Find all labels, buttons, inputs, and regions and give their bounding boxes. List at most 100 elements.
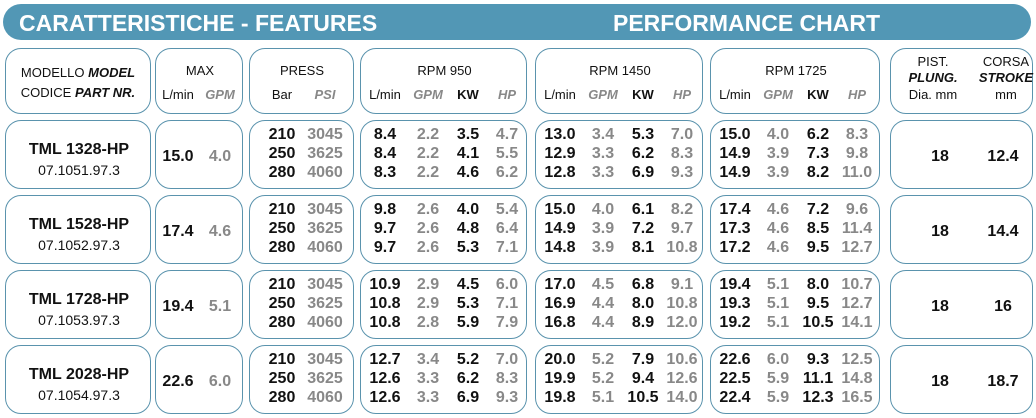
rpm950-value: 4.5	[456, 276, 480, 293]
h-gpm: GPM	[413, 87, 443, 102]
rpm1725-value: 22.6	[719, 351, 751, 368]
rpm950-cell: 8.4 2.2 3.5 4.7 8.4 2.2 4.1 5.5 8.3 2.2 4.6 6.2	[360, 120, 527, 189]
rpm950-value: 2.2	[416, 164, 440, 181]
rpm950-value: 9.7	[373, 220, 397, 237]
press-bar: 250	[268, 220, 296, 237]
rpm1725-value: 12.7	[841, 239, 873, 256]
rpm1725-value: 22.5	[719, 370, 751, 387]
rpm1450-value: 20.0	[544, 351, 576, 368]
rpm950-cell: 10.9 2.9 4.5 6.0 10.8 2.9 5.3 7.1 10.8 2.8 5.9 7.9	[360, 270, 527, 339]
press-cell: 210 3045 250 3625 280 4060	[249, 120, 354, 189]
rpm1725-value: 4.0	[766, 126, 790, 143]
h-pist: PIST.	[917, 54, 949, 69]
max-cell: 15.0 4.0	[155, 120, 243, 189]
h-hp: HP	[497, 87, 517, 102]
rpm1450-cell: 15.0 4.0 6.1 8.2 14.9 3.9 7.2 9.7 14.8 3.9 8.1 10.8	[535, 195, 703, 264]
model-name: TML 2028-HP	[28, 366, 130, 383]
rpm950-cell: 9.8 2.6 4.0 5.4 9.7 2.6 4.8 6.4 9.7 2.6 5.3 7.1	[360, 195, 527, 264]
rpm1450-value: 3.9	[591, 220, 615, 237]
rpm1450-value: 12.0	[666, 314, 698, 331]
plunger-stroke-cell: 18 18.7	[890, 345, 1033, 414]
h-corsa: CORSA	[982, 54, 1030, 69]
rpm950-value: 2.9	[416, 276, 440, 293]
rpm1450-value: 3.3	[591, 145, 615, 162]
h-kw: KW	[632, 87, 654, 102]
rpm1725-value: 8.3	[845, 126, 869, 143]
rpm1450-value: 14.9	[544, 220, 576, 237]
stroke-mm: 14.4	[987, 223, 1019, 240]
rpm1725-value: 12.3	[802, 389, 834, 406]
rpm950-value: 8.4	[373, 126, 397, 143]
rpm1450-value: 19.9	[544, 370, 576, 387]
rpm1450-value: 13.0	[544, 126, 576, 143]
rpm1725-value: 12.7	[841, 295, 873, 312]
rpm1450-value: 9.3	[670, 164, 694, 181]
rpm1450-value: 8.9	[631, 314, 655, 331]
h-partnr: PART NR.	[74, 85, 136, 100]
rpm1450-value: 9.4	[631, 370, 655, 387]
h-model: MODEL	[88, 65, 136, 80]
rpm1450-value: 9.1	[670, 276, 694, 293]
rpm1725-value: 17.2	[719, 239, 751, 256]
press-psi: 4060	[307, 239, 343, 256]
press-cell: 210 3045 250 3625 280 4060	[249, 195, 354, 264]
rpm950-value: 2.8	[416, 314, 440, 331]
rpm950-value: 4.7	[495, 126, 519, 143]
rpm950-value: 2.2	[416, 126, 440, 143]
plunger-stroke-cell: 18 12.4	[890, 120, 1033, 189]
press-bar: 280	[268, 389, 296, 406]
h-lmin: L/min	[544, 87, 576, 102]
rpm950-value: 10.8	[369, 314, 401, 331]
model-cell: TML 1328-HP 07.1051.97.3	[5, 120, 151, 189]
rpm950-value: 2.6	[416, 239, 440, 256]
rpm1725-value: 8.0	[806, 276, 830, 293]
rpm1450-value: 15.0	[544, 201, 576, 218]
press-cell: 210 3045 250 3625 280 4060	[249, 345, 354, 414]
rpm1450-value: 8.0	[631, 295, 655, 312]
rpm1450-value: 17.0	[544, 276, 576, 293]
rpm1725-value: 5.9	[766, 370, 790, 387]
max-gpm: 6.0	[208, 373, 232, 390]
title-banner: CARATTERISTICHE - FEATURES PERFORMANCE C…	[3, 4, 1031, 40]
press-bar: 250	[268, 295, 296, 312]
rpm950-value: 3.3	[416, 370, 440, 387]
rpm950-value: 9.8	[373, 201, 397, 218]
press-psi: 4060	[307, 314, 343, 331]
press-psi: 3625	[307, 295, 343, 312]
rpm1725-value: 6.2	[806, 126, 830, 143]
rpm1450-value: 4.0	[591, 201, 615, 218]
rpm1725-value: 12.5	[841, 351, 873, 368]
press-psi: 3625	[307, 145, 343, 162]
part-number: 07.1052.97.3	[38, 237, 120, 253]
plunger-dia: 18	[931, 373, 949, 390]
rpm1450-value: 6.1	[631, 201, 655, 218]
max-lmin: 17.4	[162, 223, 194, 240]
rpm1450-value: 5.2	[591, 351, 615, 368]
rpm950-value: 2.9	[416, 295, 440, 312]
h-plung: PLUNG.	[908, 70, 958, 85]
rpm1450-value: 6.2	[631, 145, 655, 162]
stroke-mm: 16	[994, 298, 1012, 315]
h-hp: HP	[672, 87, 692, 102]
rpm950-value: 5.9	[456, 314, 480, 331]
rpm950-value: 4.6	[456, 164, 480, 181]
rpm950-value: 8.3	[495, 370, 519, 387]
rpm1725-value: 19.4	[719, 276, 751, 293]
max-lmin: 15.0	[162, 148, 194, 165]
rpm950-value: 4.0	[456, 201, 480, 218]
max-lmin: 19.4	[162, 298, 194, 315]
rpm1725-value: 5.1	[766, 314, 790, 331]
h-rpm1450: RPM 1450	[589, 63, 651, 78]
rpm950-cell: 12.7 3.4 5.2 7.0 12.6 3.3 6.2 8.3 12.6 3.3 6.9 9.3	[360, 345, 527, 414]
rpm1725-value: 11.0	[841, 164, 873, 181]
header-rpm1450: RPM 1450 L/min GPM KW HP	[535, 48, 703, 114]
model-cell: TML 2028-HP 07.1054.97.3	[5, 345, 151, 414]
max-cell: 17.4 4.6	[155, 195, 243, 264]
rpm950-value: 6.2	[456, 370, 480, 387]
press-bar: 210	[268, 201, 296, 218]
rpm1450-value: 14.0	[666, 389, 698, 406]
rpm1450-value: 14.8	[544, 239, 576, 256]
rpm950-value: 2.2	[416, 145, 440, 162]
rpm1725-value: 8.2	[806, 164, 830, 181]
